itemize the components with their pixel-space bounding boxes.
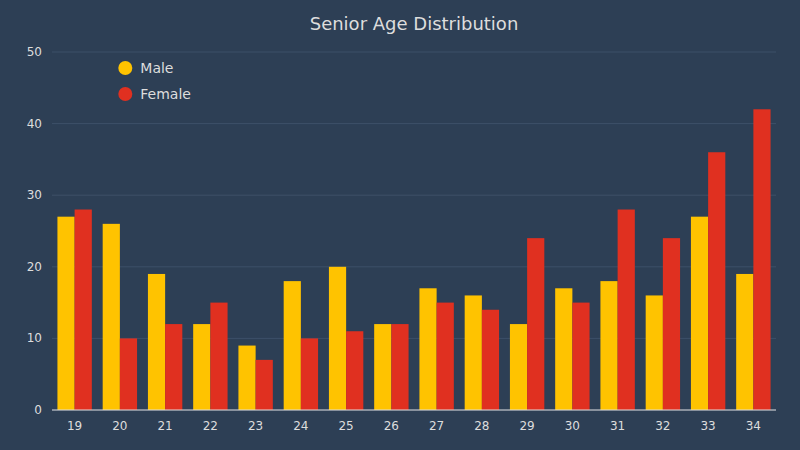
bars	[57, 109, 770, 410]
bar	[736, 274, 753, 410]
grid-line	[52, 52, 776, 53]
bar	[419, 288, 436, 410]
x-tick-label: 30	[565, 419, 580, 433]
legend: Male Female	[118, 60, 191, 102]
bar	[238, 346, 255, 410]
bar	[148, 274, 165, 410]
bar	[210, 303, 227, 410]
bar	[103, 224, 120, 410]
chart-title: Senior Age Distribution	[310, 13, 519, 34]
x-tick-label: 34	[746, 419, 761, 433]
bar	[437, 303, 454, 410]
x-tick-label: 19	[67, 419, 82, 433]
bar	[465, 295, 482, 410]
x-tick-label: 33	[700, 419, 715, 433]
x-axis-line	[52, 410, 776, 411]
bar	[301, 338, 318, 410]
x-tick-label: 27	[429, 419, 444, 433]
bar	[391, 324, 408, 410]
bar	[165, 324, 182, 410]
x-tick-label: 20	[112, 419, 127, 433]
bar	[510, 324, 527, 410]
bar	[120, 338, 137, 410]
y-tick-label: 0	[34, 403, 42, 417]
x-tick-label: 26	[384, 419, 399, 433]
bar	[374, 324, 391, 410]
bar	[57, 217, 74, 410]
bar	[753, 109, 770, 410]
bar	[346, 331, 363, 410]
bar	[691, 217, 708, 410]
bar	[572, 303, 589, 410]
legend-label: Female	[140, 86, 191, 102]
x-tick-label: 25	[338, 419, 353, 433]
x-tick-label: 32	[655, 419, 670, 433]
x-tick-label: 23	[248, 419, 263, 433]
x-tick-label: 29	[519, 419, 534, 433]
x-tick-label: 21	[157, 419, 172, 433]
grid-line	[52, 123, 776, 124]
bar	[600, 281, 617, 410]
x-tick-label: 28	[474, 419, 489, 433]
y-tick-label: 10	[27, 331, 42, 345]
chart-container: Senior Age Distribution 0 10 20 30 40 50 19 20 21…	[0, 0, 800, 450]
grid-line	[52, 410, 776, 411]
bar	[75, 210, 92, 410]
legend-marker	[118, 87, 132, 101]
x-tick-label: 22	[203, 419, 218, 433]
y-tick-label: 20	[27, 260, 42, 274]
grid	[52, 52, 776, 410]
bar	[646, 295, 663, 410]
bar	[555, 288, 572, 410]
bar	[284, 281, 301, 410]
chart-svg: Senior Age Distribution 0 10 20 30 40 50 19 20 21…	[0, 0, 800, 450]
y-tick-label: 30	[27, 188, 42, 202]
bar	[482, 310, 499, 410]
x-tick-label: 31	[610, 419, 625, 433]
bar	[527, 238, 544, 410]
legend-label: Male	[140, 60, 173, 76]
bar	[663, 238, 680, 410]
y-tick-label: 40	[27, 117, 42, 131]
legend-marker	[118, 61, 132, 75]
y-tick-label: 50	[27, 45, 42, 59]
bar	[256, 360, 273, 410]
bar	[193, 324, 210, 410]
bar	[708, 152, 725, 410]
x-tick-label: 24	[293, 419, 308, 433]
bar	[329, 267, 346, 410]
bar	[618, 210, 635, 410]
grid-line	[52, 195, 776, 196]
